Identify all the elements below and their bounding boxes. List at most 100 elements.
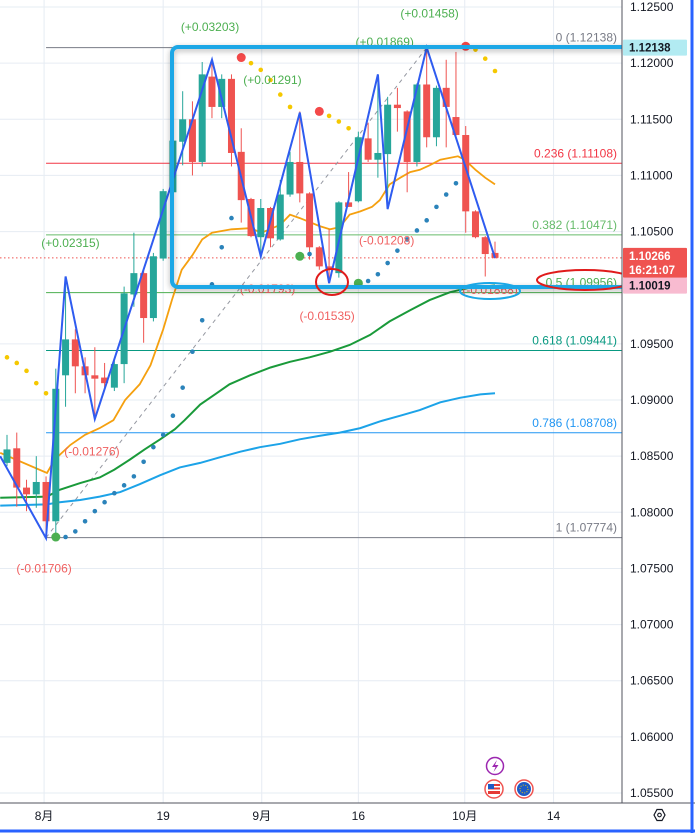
sar-dot — [121, 483, 127, 488]
sar-dot — [151, 444, 156, 450]
sar-dot — [131, 474, 137, 479]
candle-body — [286, 161, 294, 195]
candle-bullish — [159, 188, 167, 261]
sar-dot — [236, 53, 246, 63]
price-badge: 1.10266 16:21:07 — [623, 247, 687, 278]
candle-body — [13, 448, 21, 488]
sar-dot — [375, 271, 381, 277]
sar-dot — [414, 228, 420, 233]
price-tick-label: 1.11500 — [630, 112, 673, 126]
candle-bearish — [296, 111, 304, 203]
candle-body — [23, 487, 31, 495]
sar-dot — [258, 67, 264, 73]
sar-dot — [404, 237, 410, 242]
candle-body — [345, 202, 353, 207]
sar-dot — [141, 459, 146, 465]
settings-icon[interactable] — [653, 808, 666, 822]
candle-body — [218, 78, 226, 107]
candle-body — [393, 104, 401, 109]
us-flag-event-icon[interactable] — [484, 779, 504, 799]
candle-bearish — [188, 101, 196, 176]
eu-flag-event-icon[interactable] — [514, 779, 534, 799]
price-badge: 1.12138 — [623, 39, 687, 56]
sar-dot — [180, 385, 185, 390]
price-badge-value: 1.10266 — [629, 251, 671, 263]
swing-change-label: (+0.01458) — [400, 7, 458, 21]
candle-body — [71, 339, 79, 367]
candle-bullish — [110, 360, 118, 392]
candle-bearish — [364, 122, 372, 162]
candle-bullish — [198, 62, 206, 167]
candle-bullish — [286, 151, 294, 197]
zigzag-indicator — [0, 43, 496, 542]
moving-average-slow — [0, 392, 496, 507]
price-badges: 1.12138 1.10266 16:21:07 1.10019 — [623, 39, 687, 294]
time-tick-label: 10月 — [452, 809, 477, 823]
candle-bullish — [354, 131, 362, 203]
price-badge-value: 1.10019 — [629, 281, 671, 293]
candle-body — [188, 119, 196, 162]
candle-body — [179, 119, 187, 142]
sar-dot — [395, 248, 400, 253]
candle-body — [315, 247, 323, 267]
sar-dot — [82, 518, 88, 524]
red-ellipse-drawing-low[interactable] — [315, 268, 349, 296]
candle-body — [52, 388, 60, 522]
price-tick-label: 1.08000 — [630, 505, 674, 519]
candle-bearish — [393, 87, 401, 132]
candle-body — [276, 194, 284, 240]
sar-dot — [33, 380, 39, 386]
candle-body — [32, 481, 40, 495]
sar-dot — [365, 278, 371, 284]
sar-dot — [336, 119, 342, 124]
candle-bullish — [413, 83, 421, 167]
price-badge-bg — [623, 277, 687, 294]
blue-ellipse-drawing[interactable] — [459, 282, 521, 300]
candle-bearish — [315, 246, 323, 270]
candle-bullish — [384, 96, 392, 210]
swing-change-label: (-0.01706) — [16, 561, 71, 575]
candle-bearish — [442, 59, 450, 148]
candle-body — [42, 481, 50, 522]
swing-change-label: (+0.01291) — [243, 73, 301, 87]
fib-level-label: 0.786 (1.08708) — [532, 416, 617, 430]
candle-body — [101, 377, 109, 384]
candle-body — [452, 117, 460, 136]
candle-bearish — [101, 362, 109, 388]
zigzag-annotations: (+0.03203)(+0.01458)(+0.01869)(+0.01291)… — [16, 7, 517, 576]
lightning-event-icon[interactable] — [485, 756, 505, 776]
fib-level-label: 1 (1.07774) — [556, 521, 617, 535]
candle-bearish — [13, 432, 21, 507]
swing-change-label: (+0.02315) — [41, 236, 99, 250]
sar-dot — [453, 180, 459, 186]
indicator-lines — [0, 155, 496, 507]
candle-body — [3, 449, 11, 463]
price-badge-value: 1.12138 — [629, 43, 671, 55]
price-axis-labels: 1.12500 1.12000 1.11500 1.11000 1.10500 1.095… — [630, 0, 674, 800]
moving-average-fast — [0, 155, 496, 475]
candle-bullish — [149, 252, 157, 322]
time-tick-label: 9月 — [252, 809, 271, 823]
candle-bullish — [179, 91, 187, 166]
sar-dot — [385, 260, 390, 266]
time-axis[interactable]: 8月 19 9月 16 10月 14 — [35, 809, 561, 823]
sar-dot — [492, 68, 498, 74]
candle-body — [423, 84, 431, 138]
candle-bearish — [140, 270, 148, 343]
candle-body — [110, 364, 118, 388]
sar-dot — [112, 490, 117, 496]
sar-dot — [102, 499, 107, 505]
sar-dot — [229, 215, 234, 221]
candle-body — [306, 193, 314, 248]
sar-dot — [326, 113, 332, 119]
sar-dot — [73, 529, 78, 534]
sar-dot — [63, 534, 68, 540]
grid — [0, 0, 622, 803]
swing-change-label: (-0.01276) — [64, 445, 119, 459]
candle-bearish — [325, 229, 333, 284]
swing-change-label: (-0.01535) — [299, 309, 354, 323]
sar-dot — [92, 508, 98, 514]
price-axis[interactable] — [622, 0, 695, 833]
price-badge: 1.10019 — [623, 277, 687, 294]
